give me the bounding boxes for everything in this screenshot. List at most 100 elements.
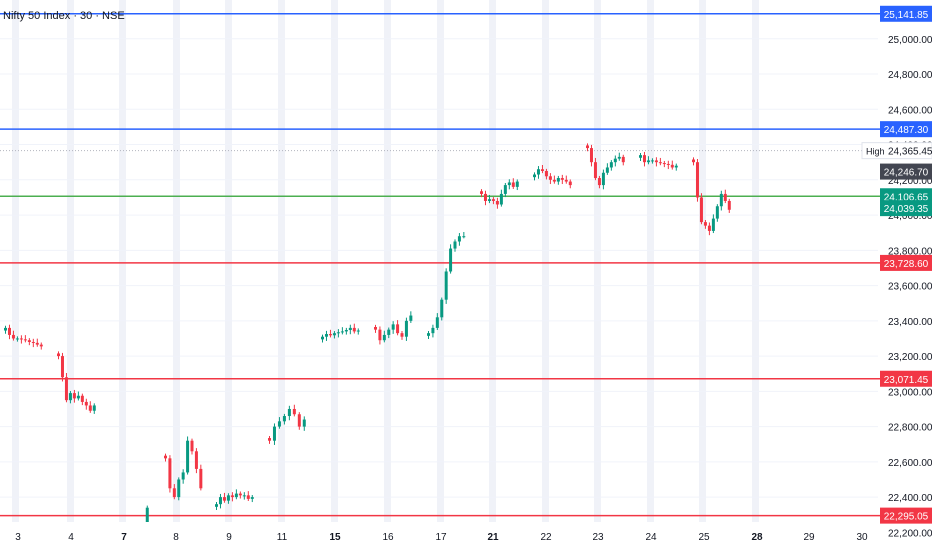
session-band	[489, 0, 496, 522]
candle-body	[88, 405, 92, 411]
candle-body	[642, 155, 646, 163]
candle-body	[7, 327, 11, 335]
candle-body	[707, 225, 711, 231]
high-tag	[861, 142, 932, 160]
x-tick-label: 22	[540, 532, 552, 543]
x-tick-label: 23	[592, 532, 604, 543]
level-price-tag[interactable]	[880, 370, 932, 387]
candle-body	[699, 197, 703, 223]
level-price-tag[interactable]	[880, 5, 932, 22]
candle-body	[348, 327, 352, 330]
candle-body	[382, 334, 386, 341]
x-tick-label: 24	[645, 532, 657, 543]
candle-body	[76, 395, 80, 399]
y-tick-label: 24,600.00	[888, 105, 932, 116]
level-price-label: 25,141.85	[884, 10, 929, 21]
y-tick-label: 22,800.00	[888, 423, 932, 434]
candle-body	[64, 377, 68, 401]
y-tick-label: 23,400.00	[888, 317, 932, 328]
candle-body	[544, 170, 548, 177]
candle-body	[515, 181, 519, 187]
price-axis[interactable]	[880, 0, 932, 550]
candle-body	[552, 179, 556, 182]
candle-body	[564, 179, 568, 182]
candle-body	[503, 185, 507, 194]
level-price-label: 23,071.45	[884, 375, 929, 386]
session-band	[331, 0, 338, 522]
y-tick-label: 23,200.00	[888, 352, 932, 363]
candle-body	[340, 331, 344, 333]
session-band	[12, 0, 19, 522]
candle-body	[4, 327, 7, 331]
x-tick-label: 3	[15, 532, 21, 543]
x-tick-label: 9	[226, 532, 232, 543]
time-axis[interactable]	[0, 522, 932, 550]
session-band	[647, 0, 654, 522]
candle-body	[35, 342, 39, 345]
symbol-title[interactable]: Nifty 50 Index · 30 · NSE	[3, 10, 125, 22]
y-tick-label: 24,000.00	[888, 211, 932, 222]
high-label: High	[866, 147, 885, 157]
candle-body	[597, 178, 601, 186]
session-band	[594, 0, 601, 522]
candle-body	[246, 495, 250, 499]
candle-body	[507, 182, 511, 186]
candle-body	[344, 330, 348, 332]
candle-body	[238, 493, 242, 496]
candle-body	[226, 495, 230, 501]
price-marker-tag[interactable]	[880, 200, 932, 217]
candle-body	[711, 218, 715, 231]
price-marker-tag[interactable]	[880, 163, 932, 180]
candle-body	[177, 479, 181, 498]
x-tick-label: 8	[173, 532, 179, 543]
candle-body	[556, 178, 560, 182]
price-marker-label: 24,246.70	[884, 168, 929, 179]
candle-body	[356, 330, 360, 332]
high-value-label: 24,365.45	[888, 147, 932, 158]
candle-body	[453, 241, 457, 249]
candle-body	[181, 472, 185, 480]
candle-body	[609, 162, 613, 168]
y-tick-label: 24,200.00	[888, 176, 932, 187]
candle-body	[168, 458, 172, 489]
x-tick-label: 7	[121, 532, 127, 543]
level-price-tag[interactable]	[880, 254, 932, 271]
candle-body	[199, 468, 203, 489]
candle-body	[297, 414, 301, 427]
price-marker-label: 24,039.35	[884, 204, 929, 215]
candle-body	[703, 222, 707, 226]
candle-body	[31, 341, 35, 343]
candle-body	[666, 163, 670, 165]
candle-body	[674, 165, 678, 168]
candle-body	[60, 356, 64, 378]
candle-body	[617, 156, 621, 159]
candle-body	[19, 338, 23, 340]
candle-body	[400, 333, 404, 337]
candle-body	[215, 504, 218, 507]
level-price-tag[interactable]	[880, 507, 932, 524]
candle-body	[145, 507, 149, 533]
x-tick-label: 16	[382, 532, 394, 543]
candle-body	[692, 159, 695, 163]
candle-body	[719, 193, 723, 207]
candle-body	[491, 199, 495, 201]
level-price-tag[interactable]	[880, 121, 932, 138]
candle-body	[639, 155, 642, 158]
candle-body	[533, 174, 536, 178]
candle-body	[92, 405, 96, 411]
candle-body	[568, 181, 572, 186]
candle-body	[431, 327, 435, 334]
candle-body	[272, 426, 276, 441]
candle-body	[287, 408, 291, 417]
candle-body	[536, 169, 540, 175]
candle-body	[457, 236, 461, 242]
candle-body	[391, 324, 395, 330]
candle-body	[302, 419, 306, 427]
session-band	[225, 0, 232, 522]
candle-body	[589, 148, 593, 163]
candle-body	[658, 162, 662, 164]
candle-body	[164, 455, 167, 459]
candle-body	[378, 329, 382, 341]
